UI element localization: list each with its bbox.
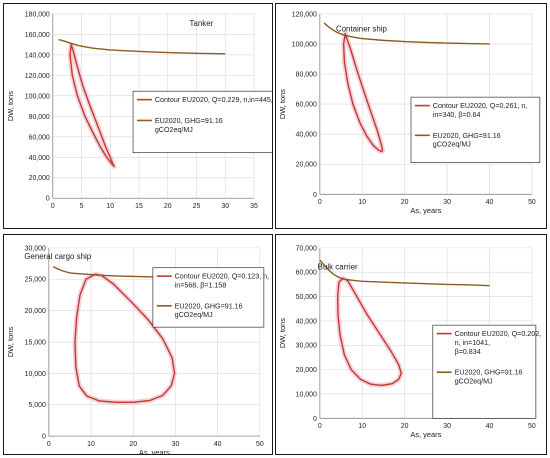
legend-box	[152, 267, 265, 328]
y-tick-label: 120,000	[292, 11, 317, 18]
chart-panel-tanker: 0 20,000 40,000 60,000 80,000 100,000 120,000 1…	[3, 3, 273, 229]
y-tick-label: 60,000	[296, 102, 317, 109]
series-line-ghg	[58, 38, 226, 55]
x-tick-label: 50	[256, 441, 264, 448]
x-tick-label: 20	[129, 441, 137, 448]
x-tick-label: 35	[250, 203, 258, 210]
x-tick-label: 30	[221, 203, 229, 210]
series-line-contour	[336, 277, 402, 387]
y-axis-label: DW, tons	[278, 89, 287, 119]
y-tick-label: 50,000	[296, 294, 317, 301]
y-tick-label: 20,000	[296, 162, 317, 169]
y-axis-label: DW, tons	[6, 327, 15, 357]
x-tick-label: 40	[486, 423, 494, 430]
y-tick-label: 120,000	[25, 73, 50, 80]
chart-title: Tanker	[190, 19, 214, 28]
x-tick-label: 20	[401, 423, 409, 430]
y-tick-label: 30,000	[25, 245, 46, 252]
x-tick-label: 30	[172, 441, 180, 448]
series-line-contour	[69, 43, 116, 168]
x-tick-label: 10	[106, 203, 114, 210]
y-tick-label: 100,000	[25, 93, 50, 100]
legend-box	[432, 324, 537, 419]
legend-entry: Contour EU2020, Q=0.123, n, in=568, β=1.1…	[175, 273, 269, 290]
x-tick-label: 15	[135, 203, 143, 210]
chart-title: Container ship	[336, 25, 388, 34]
y-tick-label: 0	[42, 434, 46, 441]
chart-svg: 0 10,000 20,000 30,000 40,000 50,000 60,000 70,…	[278, 245, 542, 439]
series-line-ghg	[319, 259, 490, 287]
x-tick-label: 10	[358, 423, 366, 430]
y-axis-label: DW, tons	[278, 318, 287, 348]
y-tick-label: 160,000	[25, 32, 50, 39]
x-tick-label: 30	[443, 199, 451, 206]
legend-entry: Contour EU2020, Q=0.261, n, in=340, β=0.6…	[433, 102, 527, 119]
y-tick-label: 20,000	[25, 308, 46, 315]
x-tick-label: 0	[51, 203, 55, 210]
x-tick-label: 10	[87, 441, 95, 448]
y-tick-label: 40,000	[296, 318, 317, 325]
legend-entry: EU2020, GHG=91.16 gCO2eq/MJ	[175, 302, 243, 319]
y-tick-label: 60,000	[296, 270, 317, 277]
y-axis-label: DW, tons	[6, 91, 15, 121]
x-tick-label: 0	[47, 441, 51, 448]
chart-svg: 0 20,000 40,000 60,000 80,000 100,000 120,000 1…	[6, 11, 272, 210]
y-tick-label: 5,000	[29, 402, 46, 409]
series-line-ghg	[323, 22, 490, 45]
chart-title: General cargo ship	[24, 252, 91, 261]
x-tick-label: 50	[528, 423, 536, 430]
y-tick-label: 20,000	[29, 175, 50, 182]
y-tick-label: 10,000	[25, 371, 46, 378]
y-tick-label: 80,000	[29, 114, 50, 121]
legend-entry: Contour EU2020, Q=0.202, n, in=1041, β=0.8…	[455, 330, 542, 356]
x-axis-label: As, years	[139, 448, 170, 454]
y-tick-label: 80,000	[296, 72, 317, 79]
y-tick-label: 20,000	[296, 367, 317, 374]
y-tick-label: 140,000	[25, 52, 50, 59]
legend-entry: EU2020, GHG=91.16 gCO2eq/MJ	[433, 132, 501, 149]
legend-entry: EU2020, GHG=91.16 gCO2eq/MJ	[155, 117, 223, 134]
x-tick-label: 0	[318, 423, 322, 430]
x-tick-label: 20	[401, 199, 409, 206]
legend-box	[410, 96, 541, 163]
chart-panel-general-cargo-ship: 0 5,000 10,000 15,000 20,000 25,000 30,000 0 10 2…	[3, 234, 273, 455]
y-tick-label: 25,000	[25, 277, 46, 284]
legend-entry: Contour EU2020, Q=0.229, n,in=445, β=0.7…	[155, 96, 272, 104]
y-tick-label: 40,000	[29, 155, 50, 162]
x-tick-label: 10	[358, 199, 366, 206]
y-tick-label: 15,000	[25, 340, 46, 347]
chart-panel-container-ship: 0 20,000 40,000 60,000 80,000 100,000 120,000 0…	[275, 3, 547, 229]
x-tick-label: 40	[214, 441, 222, 448]
y-tick-label: 30,000	[296, 343, 317, 350]
y-tick-label: 70,000	[296, 245, 317, 252]
x-tick-label: 40	[486, 199, 494, 206]
x-axis-label: As, years	[410, 206, 441, 215]
x-tick-label: 5	[80, 203, 84, 210]
legend-entry: EU2020, GHG=91.16 gCO2eq/MJ	[455, 369, 523, 386]
legend-box	[132, 90, 272, 154]
y-tick-label: 0	[313, 192, 317, 199]
y-tick-label: 10,000	[296, 391, 317, 398]
x-tick-label: 30	[443, 423, 451, 430]
x-tick-label: 0	[318, 199, 322, 206]
series-line-contour	[74, 273, 176, 403]
x-axis-label: As, years	[410, 430, 441, 439]
y-tick-label: 0	[46, 196, 50, 203]
chart-title: Bulk carrier	[318, 263, 358, 272]
y-tick-label: 100,000	[292, 41, 317, 48]
x-tick-label: 50	[528, 199, 536, 206]
y-tick-label: 60,000	[29, 134, 50, 141]
y-tick-label: 180,000	[25, 11, 50, 18]
x-tick-label: 20	[164, 203, 172, 210]
y-tick-label: 0	[313, 416, 317, 423]
chart-panel-bulk-carrier: 0 10,000 20,000 30,000 40,000 50,000 60,000 70,…	[275, 234, 547, 455]
x-tick-label: 25	[193, 203, 201, 210]
y-tick-label: 40,000	[296, 132, 317, 139]
chart-svg: 0 5,000 10,000 15,000 20,000 25,000 30,000 0 10 2…	[6, 245, 269, 454]
chart-svg: 0 20,000 40,000 60,000 80,000 100,000 120,000 0…	[278, 11, 541, 215]
series-line-contour	[342, 32, 384, 153]
